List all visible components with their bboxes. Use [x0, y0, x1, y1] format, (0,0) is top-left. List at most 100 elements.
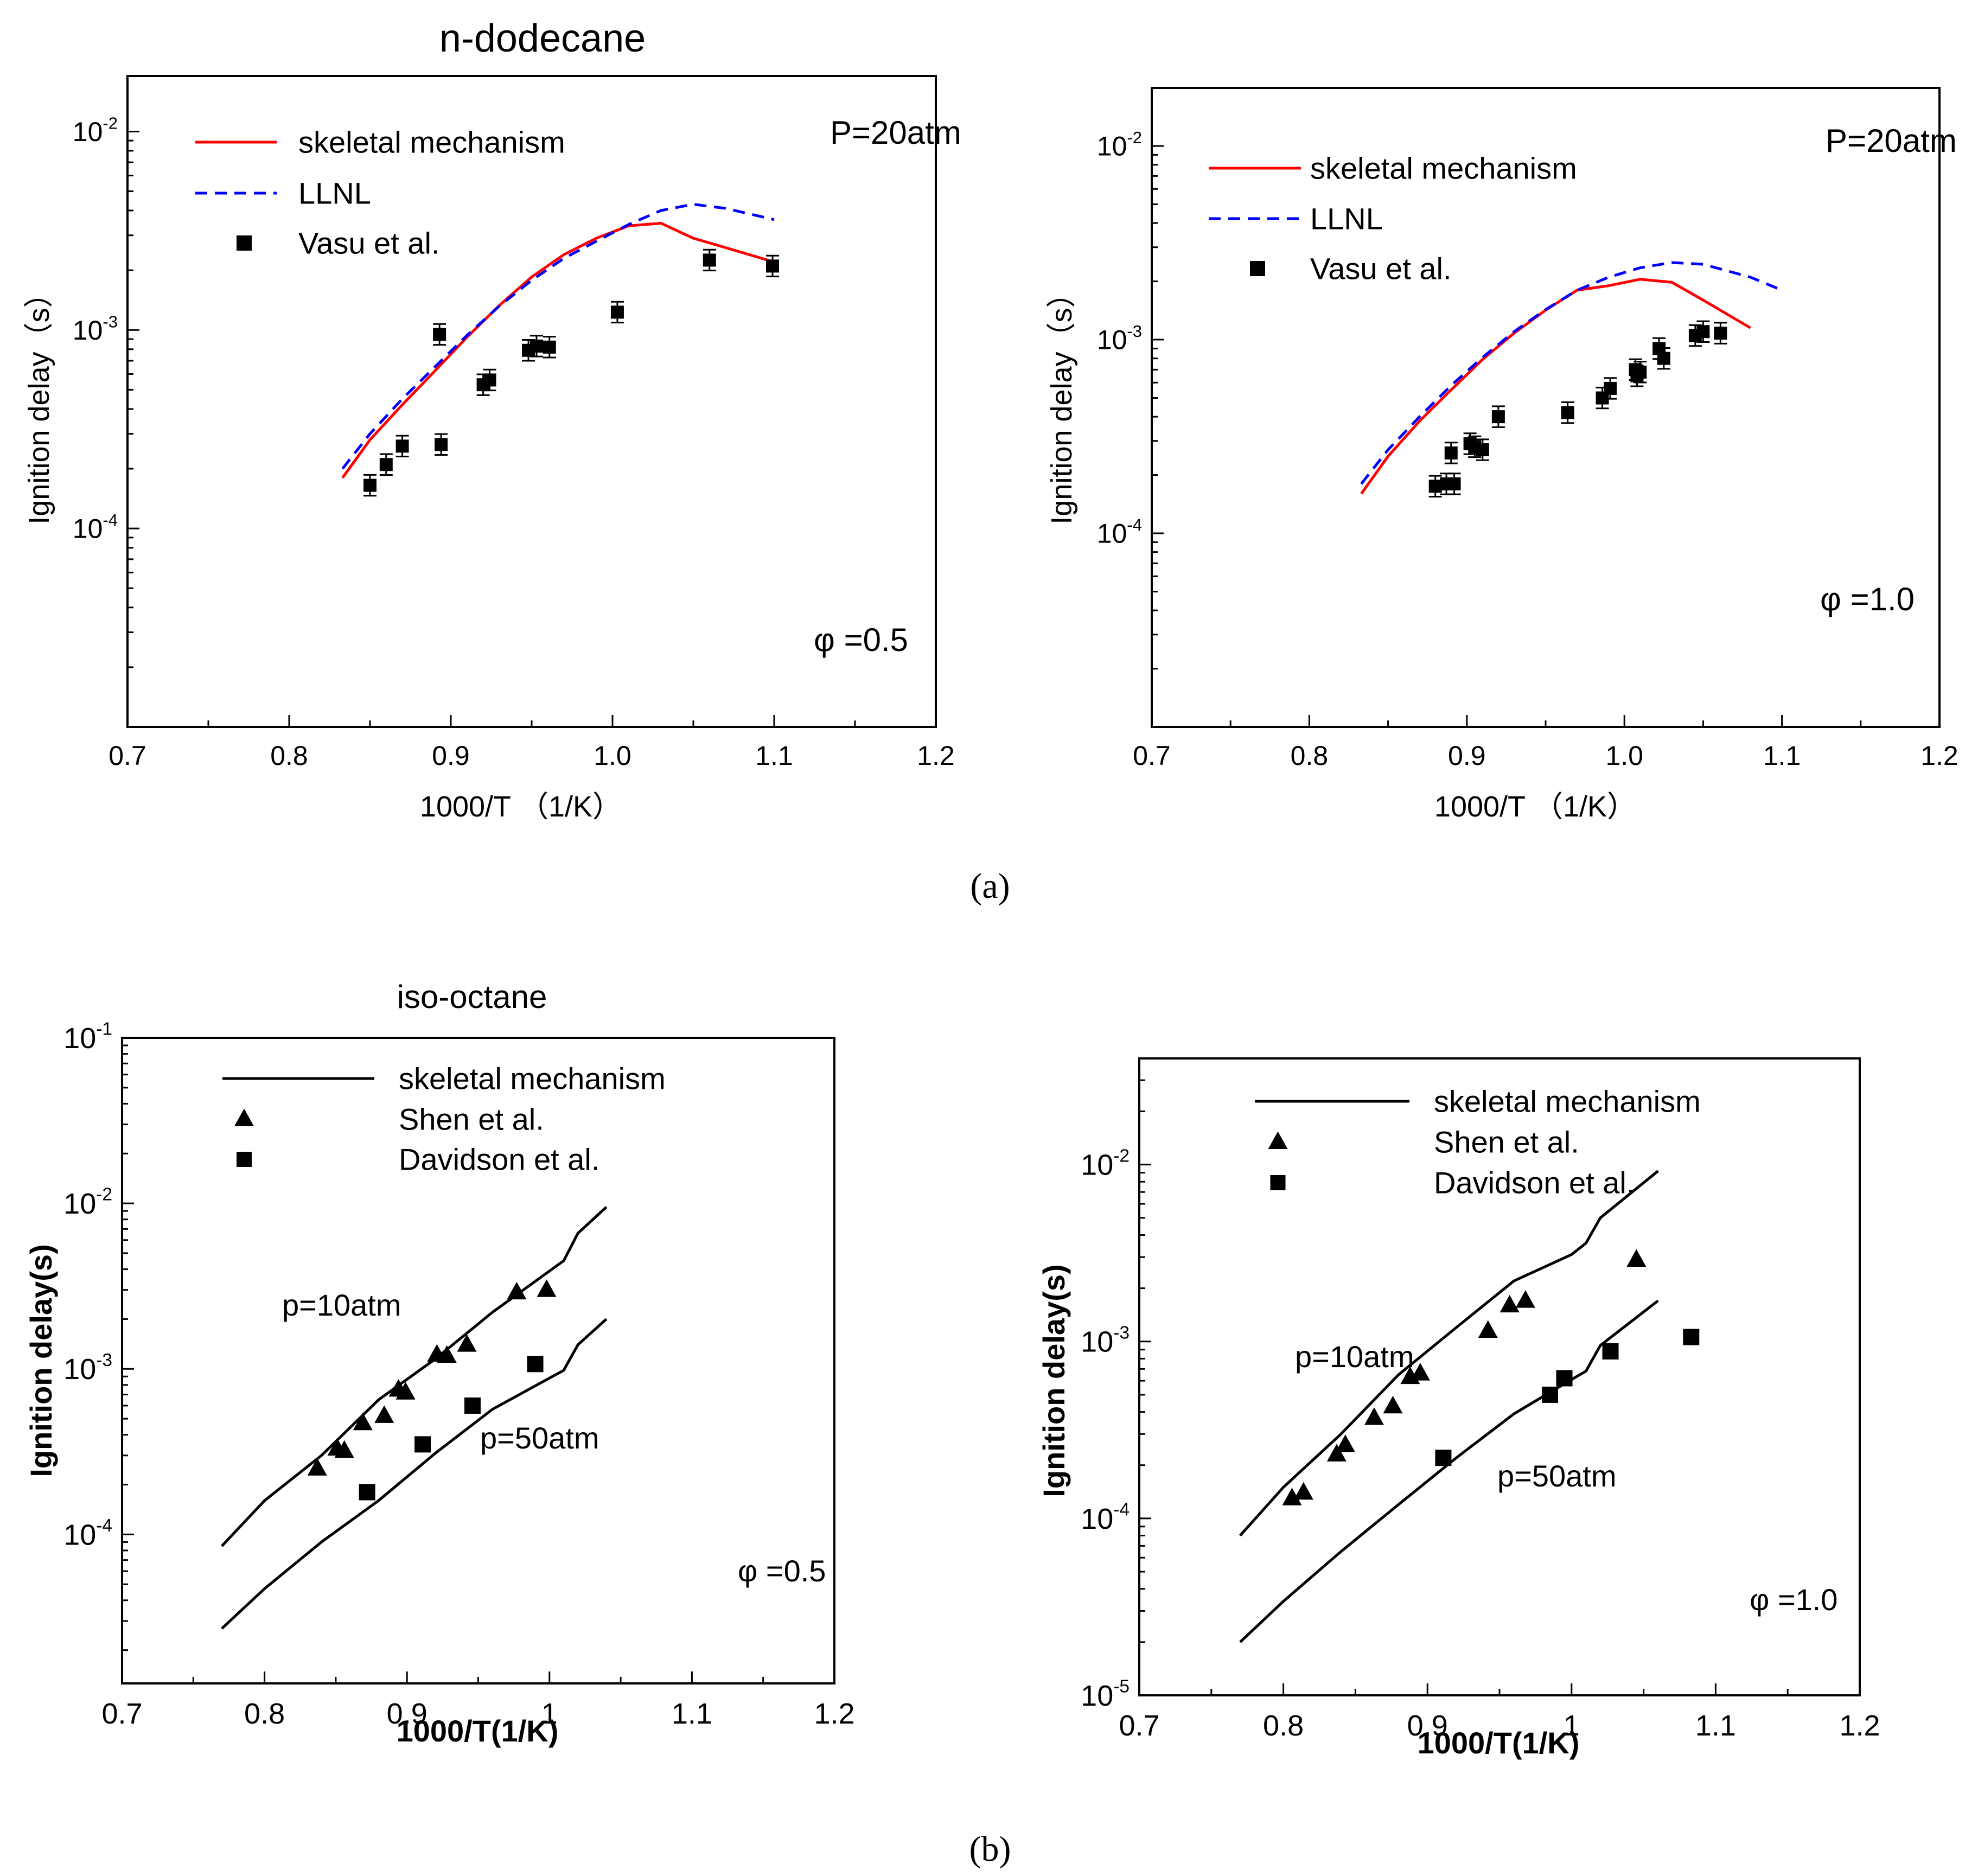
- legend-marker-square: [237, 1152, 252, 1167]
- annotation: p=50atm: [480, 1421, 599, 1455]
- data-point-square: [1444, 446, 1458, 460]
- data-point-square: [1476, 443, 1489, 457]
- data-point-square: [1561, 406, 1574, 419]
- annotation: φ =1.0: [1750, 1583, 1837, 1617]
- x-tick-label: 0.8: [1263, 1709, 1304, 1742]
- annotation: φ =0.5: [738, 1554, 826, 1588]
- x-tick-label: 0.7: [101, 1698, 142, 1730]
- y-tick-label: 10-5: [1081, 1677, 1130, 1712]
- data-point-square: [703, 253, 716, 267]
- x-axis-label: 1000/T （1/K）: [1434, 790, 1636, 823]
- y-tick-label: 10-2: [1097, 128, 1142, 162]
- series-line: [341, 203, 775, 470]
- annotation: p=10atm: [282, 1288, 401, 1322]
- data-point-triangle: [457, 1334, 477, 1352]
- data-point-square: [363, 478, 377, 492]
- data-point-square: [529, 339, 543, 353]
- series-line: [1360, 278, 1751, 495]
- data-point-triangle: [1478, 1320, 1498, 1338]
- x-tick-label: 1.2: [1920, 741, 1958, 771]
- data-point-square: [1435, 1450, 1452, 1466]
- data-point-square: [1428, 480, 1442, 493]
- y-axis-label: Ignition delay（s）: [1045, 278, 1078, 524]
- legend-label: Shen et al.: [1434, 1125, 1579, 1159]
- x-tick-label: 1.1: [1763, 741, 1801, 771]
- series-line: [221, 1318, 608, 1630]
- data-point-triangle: [1326, 1444, 1347, 1462]
- y-tick-label: 10-3: [1097, 322, 1142, 355]
- x-tick-label: 1.1: [755, 741, 793, 771]
- data-point-triangle: [1383, 1395, 1403, 1414]
- x-tick-label: 0.9: [1407, 1709, 1448, 1742]
- data-point-square: [1657, 352, 1670, 365]
- x-tick-label: 0.8: [244, 1698, 285, 1730]
- legend-label: Vasu et al.: [1310, 252, 1451, 286]
- data-point-square: [483, 373, 496, 387]
- y-tick-label: 10-2: [1081, 1146, 1130, 1181]
- chart-iso-octane-phi-1-0: 0.7 0.8 0.9 1 1.1 1.2 10-5 10-4 10-3 10-2 1000/T(1…: [1037, 1057, 1880, 1760]
- x-tick-label: 1.2: [917, 741, 955, 771]
- data-point-square: [1714, 327, 1727, 340]
- legend-label: skeletal mechanism: [1434, 1084, 1701, 1119]
- data-point-square: [766, 259, 780, 273]
- data-point-square: [414, 1436, 431, 1453]
- chart-title: n-dodecane: [439, 17, 646, 60]
- x-tick-label: 1.1: [672, 1698, 712, 1730]
- series-line: [220, 1206, 608, 1547]
- legend-label: Davidson et al.: [399, 1143, 599, 1177]
- data-point-square: [610, 305, 624, 319]
- y-tick-label: 10-3: [73, 312, 118, 346]
- legend-label: skeletal mechanism: [298, 125, 565, 159]
- y-axis-label: Ignition delay（s）: [23, 278, 55, 524]
- chart-n-dodecane-phi-1-0: 0.7 0.8 0.9 1.0 1.1 1.2 10-4 10-3 10-2 1000/T （1/…: [1045, 87, 1958, 823]
- x-axis-label: 1000/T(1/K): [1418, 1726, 1580, 1760]
- data-point-triangle: [1335, 1434, 1355, 1452]
- x-tick-label: 1.0: [594, 741, 631, 771]
- data-point-square: [435, 438, 448, 451]
- legend-label: skeletal mechanism: [1310, 151, 1577, 186]
- legend-label: LLNL: [298, 176, 371, 210]
- x-tick-label: 0.9: [1448, 741, 1486, 771]
- y-tick-label: 10-4: [73, 511, 118, 544]
- y-tick-label: 10-2: [73, 113, 118, 147]
- annotation: p=50atm: [1497, 1459, 1617, 1493]
- data-point-triangle: [507, 1281, 527, 1300]
- x-tick-label: 1: [541, 1698, 558, 1730]
- data-point-square: [1602, 1343, 1619, 1360]
- data-point-triangle: [1515, 1290, 1535, 1308]
- data-point-triangle: [437, 1345, 457, 1363]
- y-tick-label: 10-3: [1081, 1323, 1130, 1358]
- y-tick-label: 10-4: [1097, 515, 1142, 549]
- series-line: [341, 222, 775, 479]
- data-point-triangle: [307, 1458, 327, 1476]
- data-point-triangle: [1282, 1488, 1302, 1505]
- data-point-triangle: [395, 1382, 416, 1400]
- data-point-square: [433, 328, 446, 341]
- series-line: [1360, 261, 1783, 485]
- data-point-square: [527, 1356, 544, 1373]
- caption-b: (b): [969, 1829, 1011, 1869]
- x-tick-label: 0.7: [109, 741, 146, 771]
- annotation: P=20atm: [1826, 123, 1957, 159]
- x-tick-label: 1.1: [1695, 1709, 1736, 1742]
- x-tick-label: 1: [1564, 1709, 1580, 1742]
- legend-label: Shen et al.: [399, 1102, 544, 1137]
- data-point-square: [464, 1397, 481, 1414]
- y-tick-label: 10-3: [63, 1350, 112, 1386]
- data-point-triangle: [1410, 1363, 1430, 1381]
- data-point-square: [1696, 325, 1710, 339]
- x-tick-label: 0.8: [270, 741, 308, 771]
- caption-a: (a): [970, 866, 1010, 906]
- chart-title: iso-octane: [397, 979, 547, 1015]
- y-tick-label: 10-2: [63, 1185, 112, 1220]
- data-point-triangle: [353, 1412, 373, 1431]
- annotation: P=20atm: [830, 114, 961, 151]
- x-tick-label: 1.0: [1605, 741, 1643, 771]
- data-point-square: [1556, 1370, 1573, 1387]
- data-point-square: [1634, 365, 1647, 379]
- legend-label: skeletal mechanism: [399, 1062, 666, 1096]
- data-point-square: [543, 340, 556, 354]
- x-tick-label: 1.2: [1839, 1709, 1880, 1742]
- y-axis-label: Ignition delay(s): [1037, 1264, 1071, 1497]
